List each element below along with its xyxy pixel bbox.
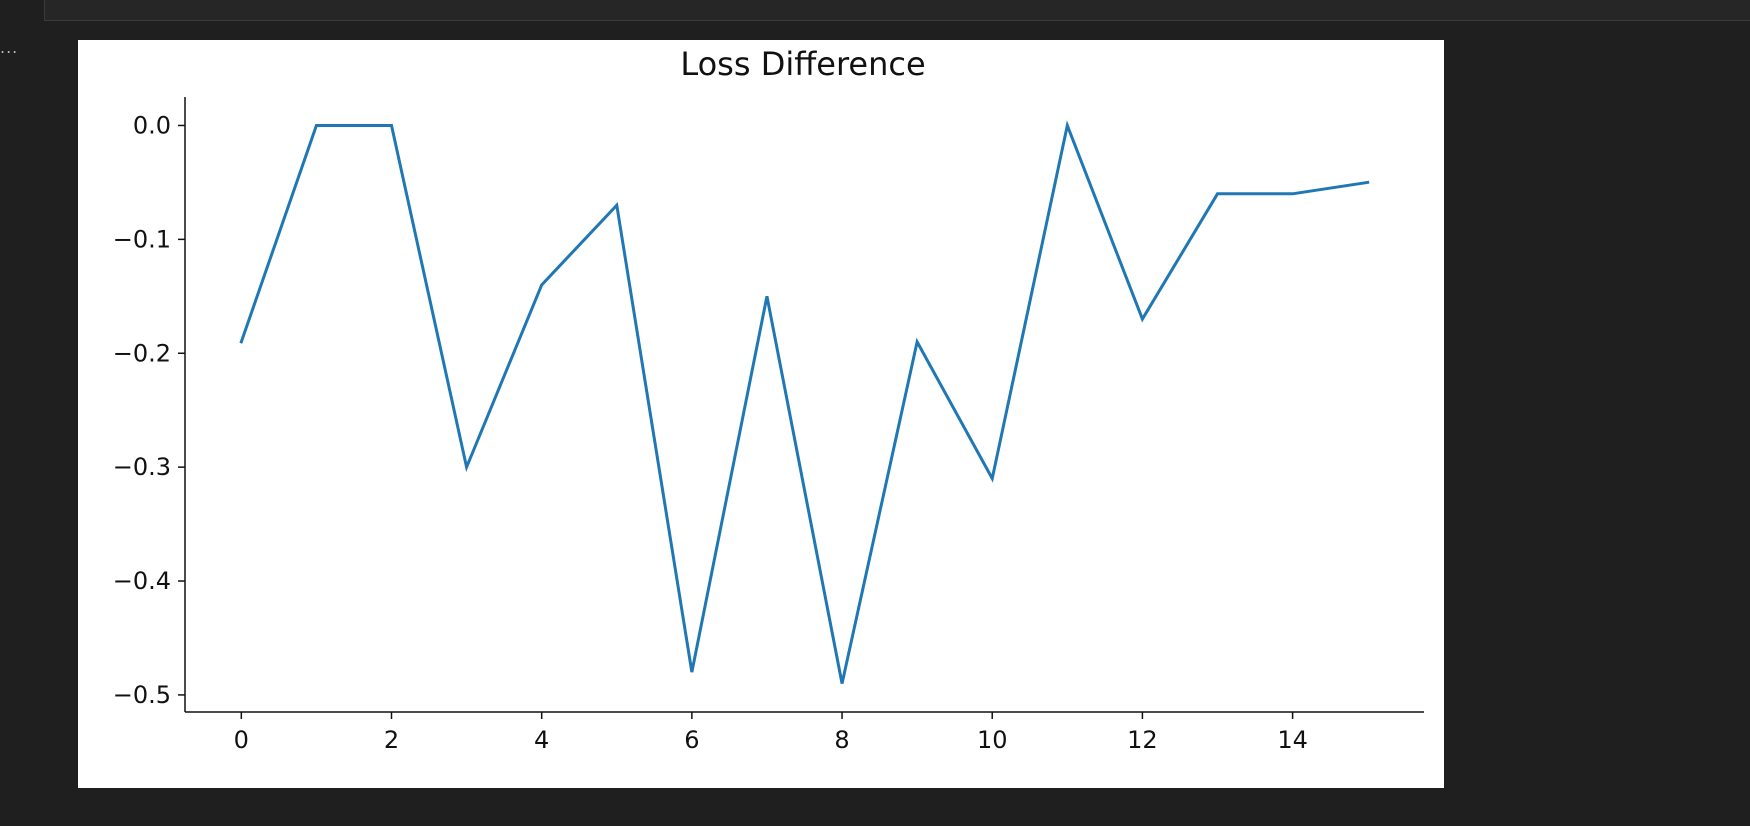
y-tick-label: −0.1 xyxy=(113,225,171,253)
y-tick-label: −0.5 xyxy=(113,681,171,709)
chart-title: Loss Difference xyxy=(680,45,925,83)
plot-figure: 0.0 −0.1 −0.2 −0.3 −0.4 −0.5 0 2 4 6 8 10 12 14 Loss… xyxy=(78,40,1444,788)
x-tick-label: 4 xyxy=(534,726,549,754)
x-tick-label: 0 xyxy=(234,726,249,754)
output-ellipsis[interactable]: ... xyxy=(0,38,19,57)
x-tick-label: 10 xyxy=(977,726,1008,754)
previous-cell-strip xyxy=(44,0,1750,21)
y-tick-label: −0.3 xyxy=(113,453,171,481)
loss-difference-chart: 0.0 −0.1 −0.2 −0.3 −0.4 −0.5 0 2 4 6 8 10 12 14 Loss… xyxy=(113,45,1424,754)
x-tick-label: 14 xyxy=(1277,726,1308,754)
series-line-1 xyxy=(239,120,1370,684)
x-tick-label: 2 xyxy=(384,726,399,754)
x-tick-label: 6 xyxy=(684,726,699,754)
y-tick-label: −0.2 xyxy=(113,339,171,367)
y-tick-label: 0.0 xyxy=(133,111,171,139)
x-tick-label: 12 xyxy=(1127,726,1158,754)
y-tick-label: −0.4 xyxy=(113,567,171,595)
x-tick-label: 8 xyxy=(834,726,849,754)
